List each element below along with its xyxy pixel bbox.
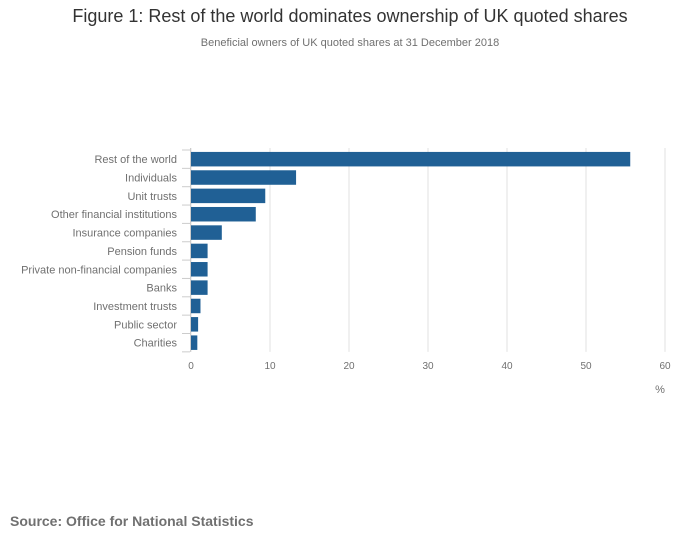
bar [191, 243, 208, 259]
category-label: Public sector [114, 319, 177, 331]
x-tick-label: 0 [188, 361, 194, 372]
x-tick-label: 10 [264, 361, 276, 372]
bar [191, 225, 222, 240]
x-tick-label: 40 [501, 361, 513, 372]
bar [191, 170, 297, 185]
source-note: Source: Office for National Statistics [10, 513, 254, 529]
category-label: Pension funds [107, 246, 177, 258]
bar [191, 280, 208, 295]
x-axis-unit-label: % [655, 384, 665, 396]
category-label: Other financial institutions [51, 209, 177, 221]
category-label: Banks [146, 283, 177, 295]
category-labels: Rest of the world Individuals Unit trusts O… [21, 154, 177, 349]
category-label: Private non-financial companies [21, 264, 177, 276]
bars [191, 151, 631, 350]
bar [191, 317, 199, 332]
x-tick-label: 30 [422, 361, 434, 372]
category-label: Investment trusts [93, 301, 177, 313]
bar [191, 298, 201, 314]
bar [191, 262, 208, 277]
bar [191, 151, 631, 167]
category-label: Rest of the world [94, 154, 177, 166]
x-tick-label: 20 [343, 361, 355, 372]
x-tick-label: 60 [659, 361, 671, 372]
category-label: Charities [134, 338, 178, 350]
chart-subtitle: Beneficial owners of UK quoted shares at… [200, 37, 500, 49]
category-label: Unit trusts [127, 191, 177, 203]
bar [191, 206, 256, 222]
chart-title: Figure 1: Rest of the world dominates ow… [72, 6, 628, 26]
category-label: Individuals [125, 173, 177, 185]
bar [191, 188, 266, 204]
category-label: Insurance companies [72, 228, 177, 240]
x-axis-ticks: 0 10 20 30 40 50 60 [188, 361, 671, 372]
bar [191, 335, 198, 350]
x-tick-label: 50 [580, 361, 592, 372]
